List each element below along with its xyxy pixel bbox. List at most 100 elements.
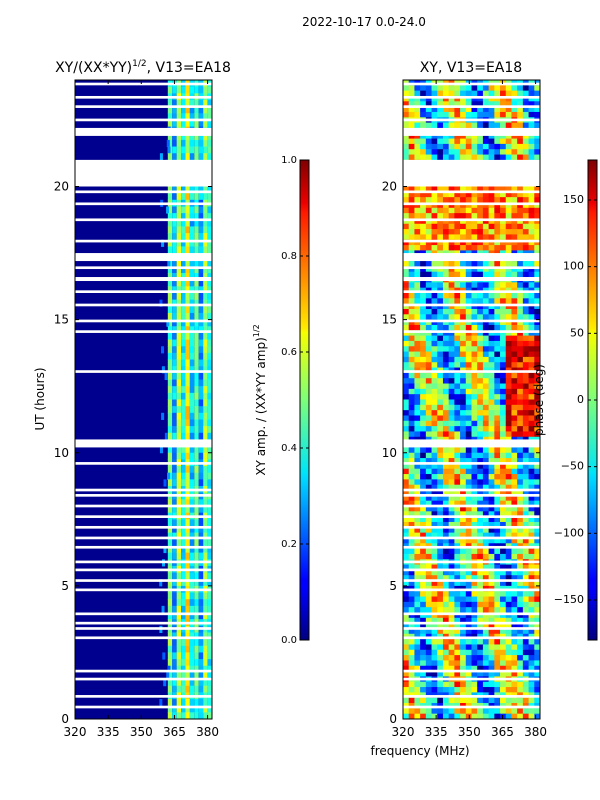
- right-heatmap-cell: [471, 154, 478, 161]
- right-heatmap-cell: [471, 468, 478, 475]
- right-heatmap-cell: [425, 511, 433, 518]
- right-missing-data-band: [403, 705, 540, 709]
- right-heatmap-cell: [505, 207, 512, 214]
- right-heatmap-cell: [528, 506, 535, 512]
- left-heatmap-cell: [207, 639, 212, 647]
- left-heatmap-cell: [167, 592, 173, 600]
- left-heatmap-cell: [194, 219, 199, 227]
- right-heatmap-cell: [403, 639, 410, 645]
- right-heatmap-cell: [477, 665, 484, 672]
- left-heatmap-cell: [167, 339, 173, 347]
- right-heatmap-cell: [420, 106, 427, 113]
- right-heatmap-cell: [454, 271, 461, 278]
- right-heatmap-cell: [414, 303, 421, 310]
- right-heatmap-cell: [420, 569, 427, 576]
- left-heatmap-cell: [167, 645, 173, 653]
- right-heatmap-cell: [505, 564, 512, 571]
- right-heatmap-cell: [477, 420, 484, 427]
- right-heatmap-cell: [500, 282, 507, 289]
- right-heatmap-cell: [500, 506, 507, 512]
- right-heatmap-cell: [437, 261, 444, 267]
- left-heatmap-cell: [203, 406, 208, 414]
- right-heatmap-cell: [460, 490, 467, 496]
- right-heatmap-cell: [465, 383, 472, 390]
- right-heatmap-cell: [534, 372, 540, 379]
- right-heatmap-cell: [528, 649, 535, 656]
- right-heatmap-cell: [488, 431, 495, 438]
- right-heatmap-cell: [442, 234, 450, 241]
- left-heatmap-cell: [185, 366, 190, 374]
- right-heatmap-cell: [511, 649, 518, 656]
- right-heatmap-cell: [420, 202, 427, 209]
- left-heatmap-cell: [176, 299, 182, 307]
- right-heatmap-cell: [505, 319, 512, 326]
- left-heatmap-cell: [181, 299, 186, 307]
- left-heatmap-cell: [176, 479, 182, 487]
- left-heatmap-cell: [198, 119, 204, 128]
- right-heatmap-cell: [403, 101, 410, 108]
- right-heatmap-cell: [511, 202, 518, 209]
- right-heatmap-cell: [522, 479, 530, 486]
- left-heatmap-cell: [176, 426, 182, 434]
- left-heatmap-cell: [189, 392, 195, 400]
- right-heatmap-cell: [471, 101, 478, 108]
- right-heatmap-cell: [431, 655, 438, 661]
- right-heatmap-cell: [425, 399, 433, 406]
- right-heatmap-cell: [431, 506, 438, 512]
- right-missing-data-band: [403, 536, 540, 540]
- left-heatmap-cell: [185, 153, 190, 161]
- left-heatmap-cell: [181, 632, 186, 640]
- right-heatmap-cell: [482, 521, 490, 528]
- right-heatmap-cell: [477, 90, 484, 97]
- left-heatmap-cell: [176, 106, 182, 114]
- right-heatmap-cell: [425, 138, 433, 145]
- right-heatmap-cell: [505, 266, 512, 273]
- left-heatmap-cell: [172, 346, 177, 354]
- left-heatmap-cell: [167, 579, 173, 587]
- right-heatmap-cell: [488, 101, 495, 108]
- right-heatmap-cell: [414, 506, 421, 512]
- right-heatmap-cell: [437, 266, 444, 273]
- right-heatmap-cell: [505, 154, 512, 161]
- right-heatmap-cell: [442, 378, 450, 385]
- right-heatmap-cell: [517, 660, 524, 667]
- left-heatmap-cell: [198, 286, 204, 294]
- right-heatmap-cell: [522, 495, 530, 502]
- right-heatmap-cell: [442, 218, 450, 225]
- right-heatmap-cell: [403, 426, 410, 432]
- right-heatmap-cell: [522, 234, 530, 241]
- right-heatmap-cell: [482, 564, 490, 571]
- right-heatmap-cell: [465, 218, 472, 225]
- right-heatmap-cell: [517, 708, 524, 715]
- right-heatmap-cell: [471, 207, 478, 214]
- right-heatmap-cell: [465, 90, 472, 97]
- left-heatmap-cell: [189, 219, 195, 227]
- right-heatmap-cell: [465, 245, 472, 251]
- right-missing-data-band: [403, 319, 540, 323]
- right-heatmap-cell: [528, 223, 535, 230]
- right-heatmap-cell: [471, 324, 478, 331]
- right-heatmap-cell: [517, 282, 524, 289]
- right-heatmap-cell: [425, 607, 433, 613]
- right-heatmap-cell: [431, 410, 438, 416]
- right-heatmap-cell: [403, 569, 410, 576]
- left-heatmap-cell: [167, 665, 171, 673]
- left-heatmap-cell: [185, 246, 190, 254]
- right-heatmap-cell: [403, 234, 410, 241]
- right-heatmap-cell: [460, 319, 467, 326]
- right-heatmap-cell: [442, 431, 450, 438]
- right-heatmap-cell: [500, 186, 507, 193]
- right-heatmap-cell: [454, 197, 461, 203]
- left-heatmap-cell: [185, 406, 190, 414]
- right-heatmap-cell: [408, 356, 415, 363]
- right-heatmap-cell: [471, 308, 478, 315]
- right-heatmap-cell: [454, 511, 461, 518]
- right-heatmap-cell: [431, 681, 438, 688]
- left-heatmap-cell: [194, 332, 199, 341]
- right-heatmap-cell: [494, 303, 501, 310]
- right-heatmap-cell: [522, 612, 530, 619]
- left-heatmap-cell: [167, 139, 173, 148]
- right-missing-data-band: [403, 636, 540, 640]
- left-heatmap-cell: [172, 605, 177, 613]
- right-heatmap-cell: [494, 649, 501, 656]
